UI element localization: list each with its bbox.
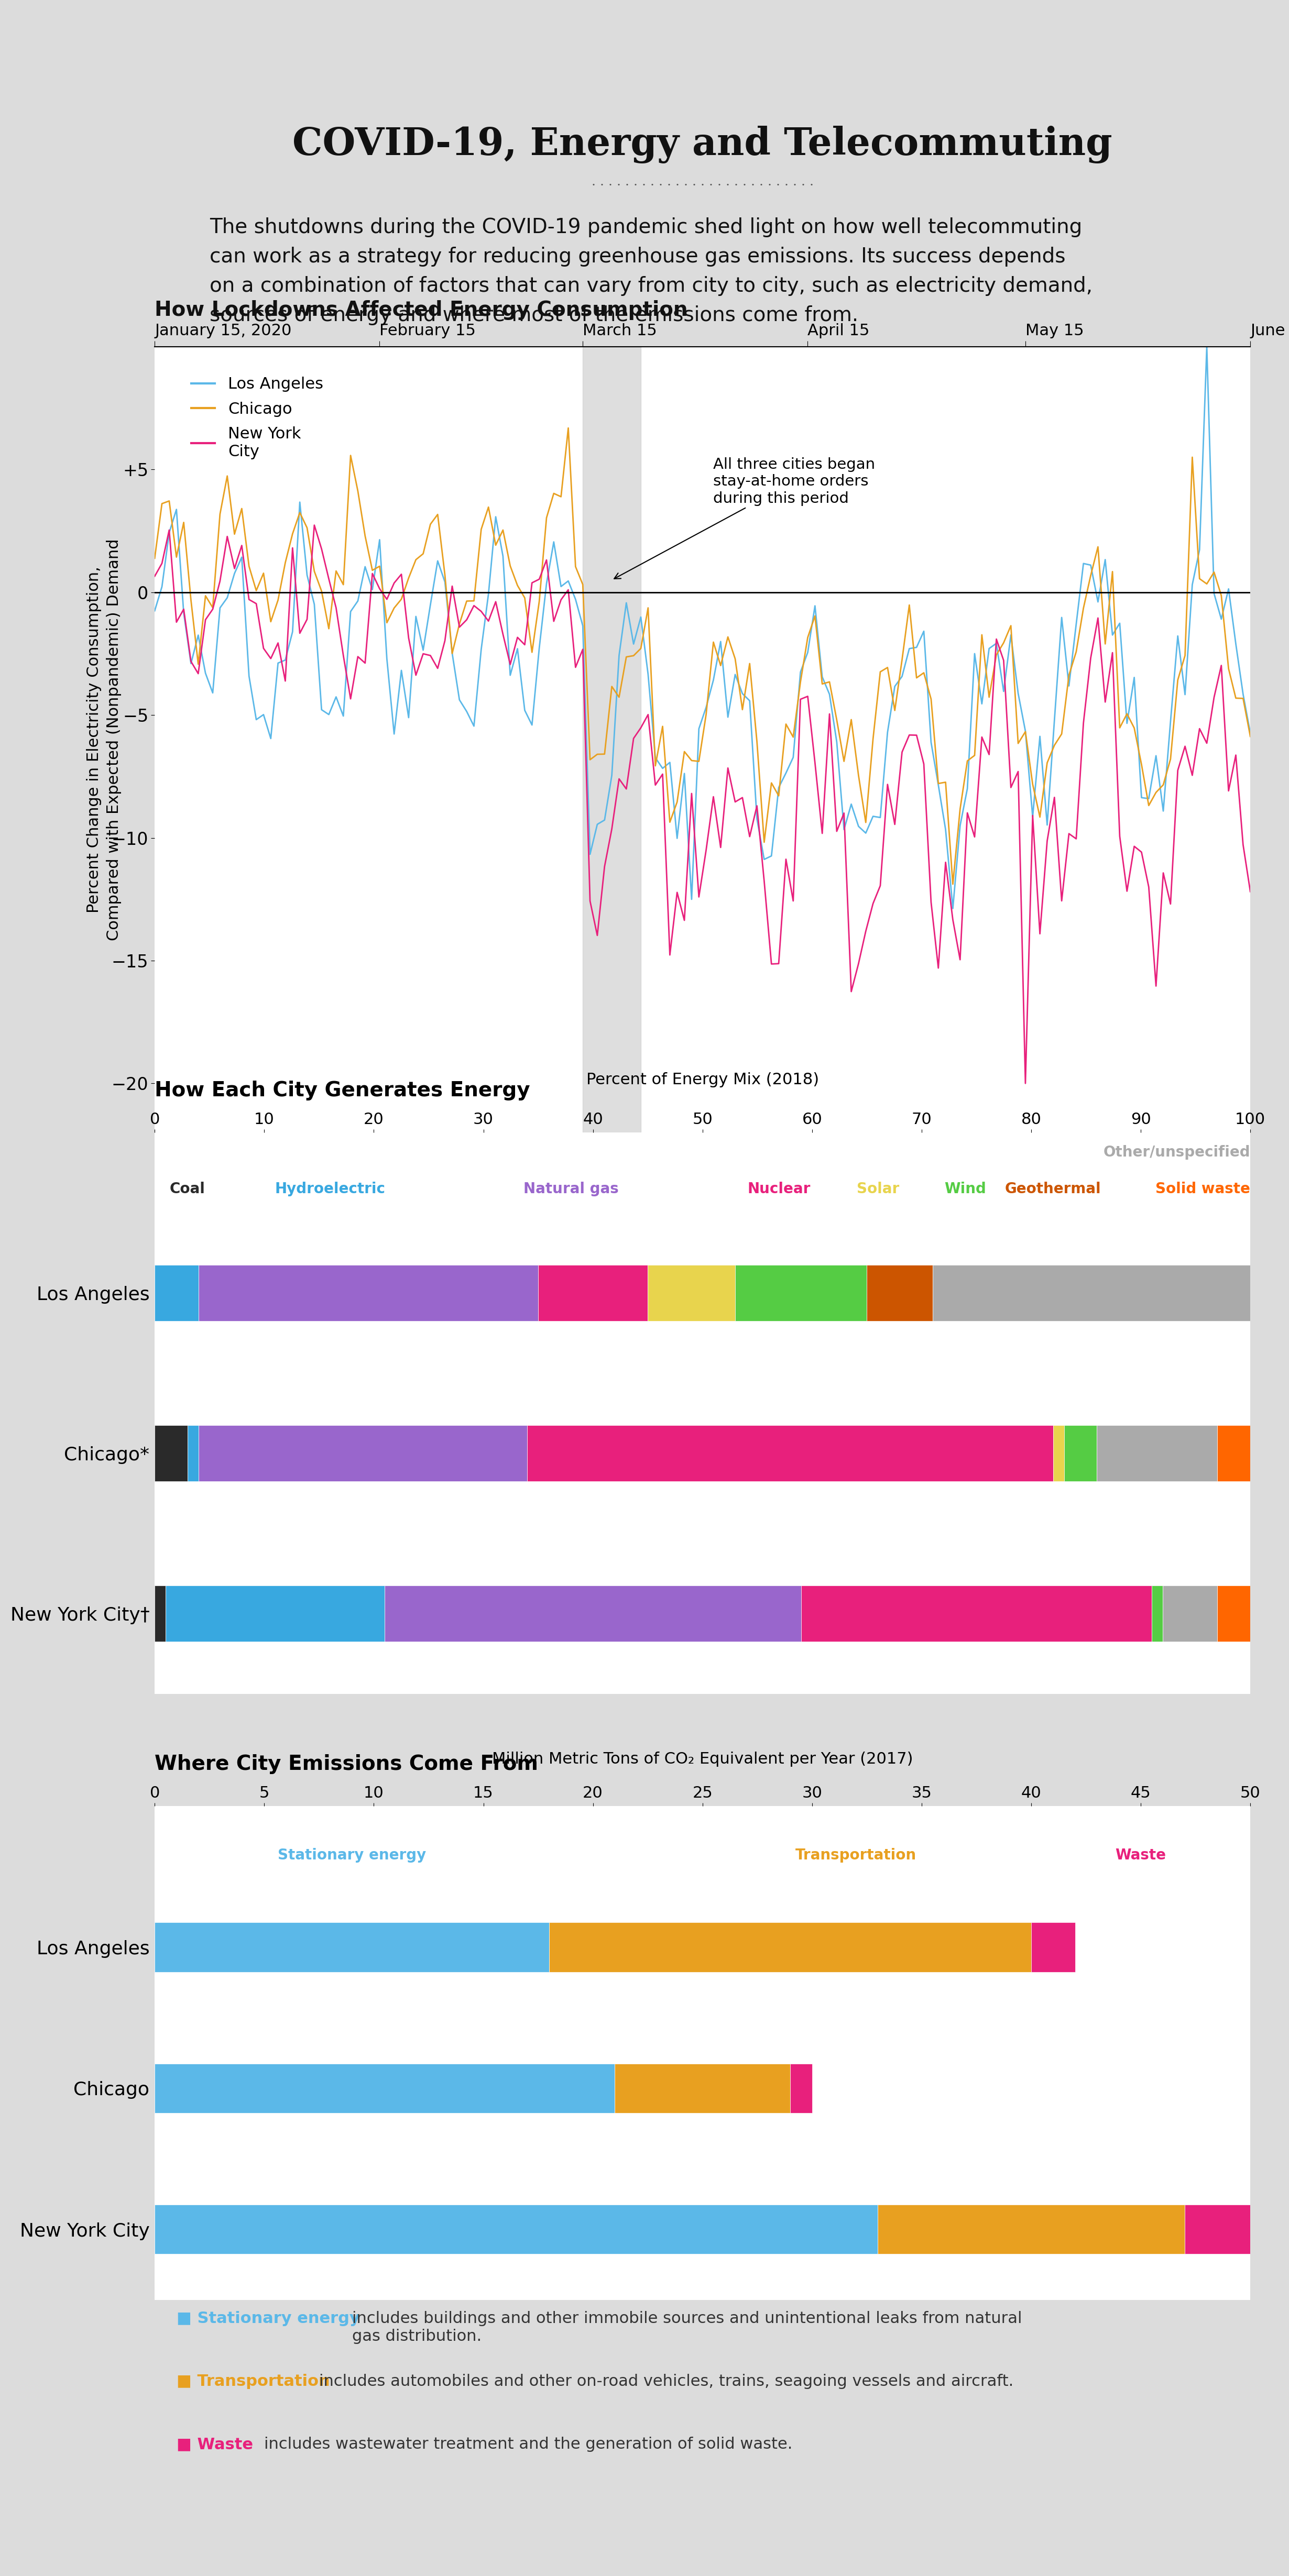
Text: Wind: Wind (945, 1182, 986, 1198)
Bar (867, 1265, 933, 1321)
Bar (155, 2063, 615, 2112)
Text: ■ Waste: ■ Waste (177, 2437, 259, 2452)
Bar (155, 2205, 878, 2254)
Text: How Each City Generates Energy: How Each City Generates Energy (155, 1079, 530, 1100)
Text: ■ Stationary energy: ■ Stationary energy (177, 2311, 365, 2326)
Bar (1185, 2205, 1250, 2254)
Text: Waste: Waste (1115, 1847, 1167, 1862)
Bar (527, 1425, 1053, 1481)
Text: COVID-19, Energy and Telecommuting: COVID-19, Energy and Telecommuting (293, 126, 1112, 162)
Text: · · · · · · · · · · · · · · · · · · · · · · · · · · ·: · · · · · · · · · · · · · · · · · · · · … (592, 180, 813, 191)
Text: The shutdowns during the COVID-19 pandemic shed light on how well telecommuting
: The shutdowns during the COVID-19 pandem… (209, 216, 1092, 325)
Bar (1217, 1587, 1250, 1641)
Bar (615, 2063, 790, 2112)
Bar (199, 1425, 527, 1481)
Bar (583, 348, 641, 1133)
Text: *Data for Chicago reflect sources from the Commonwealth Edison Company between J: *Data for Chicago reflect sources from t… (177, 1816, 815, 1847)
Bar (188, 1425, 199, 1481)
Bar (648, 1265, 735, 1321)
Text: Hydroelectric: Hydroelectric (275, 1182, 385, 1198)
Text: How Lockdowns Affected Energy Consumption: How Lockdowns Affected Energy Consumptio… (155, 301, 688, 319)
Bar (735, 1265, 867, 1321)
Bar (790, 2063, 812, 2112)
Text: includes wastewater treatment and the generation of solid waste.: includes wastewater treatment and the ge… (264, 2437, 793, 2452)
Bar (933, 1265, 1250, 1321)
Text: Other/unspecified: Other/unspecified (1103, 1144, 1250, 1159)
Text: Million Metric Tons of CO₂ Equivalent per Year (2017): Million Metric Tons of CO₂ Equivalent pe… (492, 1752, 913, 1767)
Bar (1065, 1425, 1097, 1481)
Bar (155, 1265, 199, 1321)
Bar (539, 1265, 647, 1321)
Bar (155, 1922, 549, 1971)
Bar (199, 1265, 539, 1321)
Text: Natural gas: Natural gas (523, 1182, 619, 1198)
Text: All three cities began
stay-at-home orders
during this period: All three cities began stay-at-home orde… (614, 456, 875, 580)
Legend: Los Angeles, Chicago, New York
City: Los Angeles, Chicago, New York City (184, 371, 330, 466)
Bar (549, 1922, 1031, 1971)
Bar (1031, 1922, 1075, 1971)
Text: includes buildings and other immobile sources and unintentional leaks from natur: includes buildings and other immobile so… (352, 2311, 1022, 2344)
Bar (155, 1587, 165, 1641)
Text: Stationary energy: Stationary energy (277, 1847, 427, 1862)
Bar (155, 1425, 188, 1481)
Bar (1163, 1587, 1218, 1641)
Bar (1217, 1425, 1250, 1481)
Bar (1151, 1587, 1163, 1641)
Bar (802, 1587, 1152, 1641)
Bar (165, 1587, 384, 1641)
Text: ■ Transportation: ■ Transportation (177, 2375, 335, 2391)
Text: Geothermal: Geothermal (1005, 1182, 1101, 1198)
Text: Solar: Solar (856, 1182, 900, 1198)
Bar (384, 1587, 800, 1641)
Y-axis label: Percent Change in Electricity Consumption,
Compared with Expected (Nonpandemic) : Percent Change in Electricity Consumptio… (86, 538, 122, 940)
Text: includes automobiles and other on-road vehicles, trains, seagoing vessels and ai: includes automobiles and other on-road v… (318, 2375, 1013, 2391)
Text: Percent of Energy Mix (2018): Percent of Energy Mix (2018) (586, 1072, 819, 1087)
Text: †Data for New York City reflect sources from the Consolidated Edison Company of : †Data for New York City reflect sources … (177, 1906, 815, 1922)
Text: Where City Emissions Come From: Where City Emissions Come From (155, 1754, 539, 1775)
Text: Transportation: Transportation (795, 1847, 916, 1862)
Bar (1097, 1425, 1218, 1481)
Text: Nuclear: Nuclear (748, 1182, 811, 1198)
Text: Coal: Coal (170, 1182, 205, 1198)
Bar (1053, 1425, 1065, 1481)
Text: Solid waste: Solid waste (1155, 1182, 1250, 1198)
Bar (878, 2205, 1185, 2254)
